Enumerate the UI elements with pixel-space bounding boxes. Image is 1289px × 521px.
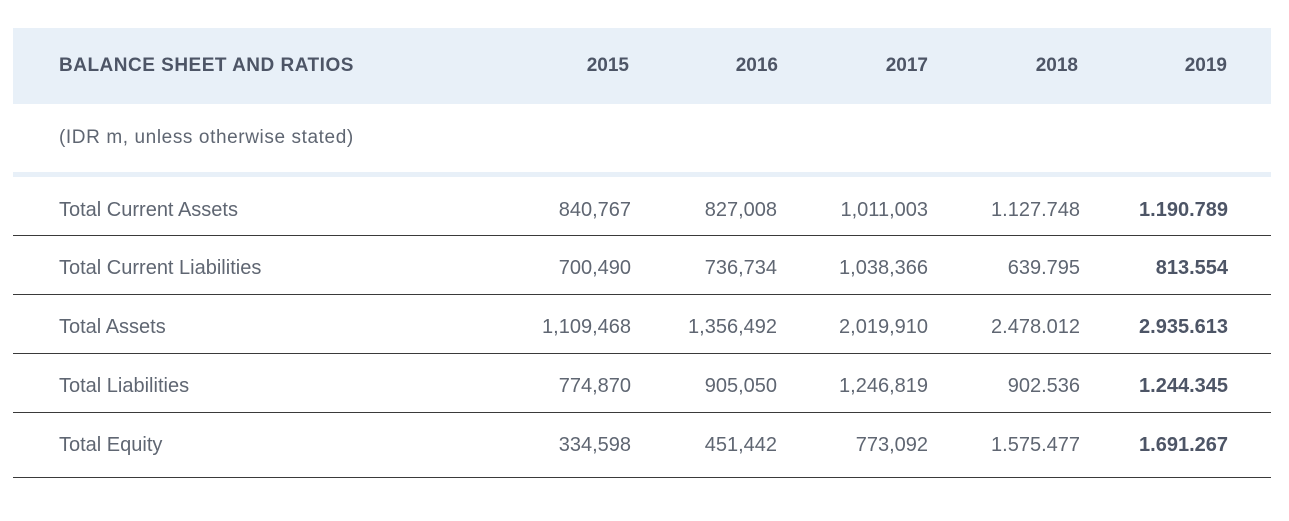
cell-2016: 451,442 (704, 434, 777, 456)
cell-2016: 736,734 (704, 257, 777, 279)
cell-2016: 827,008 (704, 199, 777, 221)
table-row-total-equity: Total Equity 334,598 451,442 773,092 1.5… (13, 413, 1271, 478)
year-header-2016: 2016 (735, 55, 778, 76)
table-row-total-current-assets: Total Current Assets 840,767 827,008 1,0… (13, 177, 1271, 236)
cell-2019: 1.190.789 (1139, 199, 1228, 221)
row-label: Total Liabilities (59, 375, 190, 397)
year-header-2018: 2018 (1035, 55, 1078, 76)
cell-2017: 1,011,003 (840, 199, 929, 221)
row-label: Total Equity (59, 434, 163, 456)
cell-2017: 2,019,910 (839, 316, 928, 338)
table-title: BALANCE SHEET AND RATIOS (59, 55, 354, 76)
units-note: (IDR m, unless otherwise stated) (59, 127, 354, 148)
cell-2015: 334,598 (558, 434, 631, 456)
section-divider (13, 172, 1271, 177)
cell-2015: 700,490 (558, 257, 631, 279)
table-header: BALANCE SHEET AND RATIOS 2015 2016 2017 … (13, 28, 1271, 104)
balance-sheet-table: BALANCE SHEET AND RATIOS 2015 2016 2017 … (13, 28, 1271, 478)
year-header-2019: 2019 (1184, 55, 1227, 76)
cell-2017: 1,038,366 (839, 257, 928, 279)
cell-2018: 2.478.012 (991, 316, 1080, 338)
cell-2015: 774,870 (558, 375, 631, 397)
row-label: Total Current Liabilities (59, 257, 262, 279)
cell-2019: 1.244.345 (1139, 375, 1228, 397)
cell-2016: 1,356,492 (688, 316, 777, 338)
cell-2018: 1.575.477 (991, 434, 1080, 456)
cell-2016: 905,050 (704, 375, 777, 397)
year-header-2017: 2017 (885, 55, 928, 76)
table-row-total-liabilities: Total Liabilities 774,870 905,050 1,246,… (13, 354, 1271, 413)
cell-2018: 902.536 (1007, 375, 1080, 397)
year-header-2015: 2015 (586, 55, 629, 76)
cell-2018: 639.795 (1007, 257, 1080, 279)
cell-2015: 1,109,468 (542, 316, 631, 338)
cell-2018: 1.127.748 (991, 199, 1080, 221)
cell-2019: 813.554 (1155, 257, 1228, 279)
row-label: Total Current Assets (59, 199, 238, 221)
units-note-row: (IDR m, unless otherwise stated) (13, 104, 1271, 172)
cell-2017: 773,092 (855, 434, 928, 456)
cell-2019: 2.935.613 (1139, 316, 1228, 338)
cell-2017: 1,246,819 (839, 375, 928, 397)
table-row-total-assets: Total Assets 1,109,468 1,356,492 2,019,9… (13, 295, 1271, 354)
cell-2019: 1.691.267 (1139, 434, 1228, 456)
table-row-total-current-liabilities: Total Current Liabilities 700,490 736,73… (13, 236, 1271, 295)
cell-2015: 840,767 (558, 199, 631, 221)
row-label: Total Assets (59, 316, 166, 338)
